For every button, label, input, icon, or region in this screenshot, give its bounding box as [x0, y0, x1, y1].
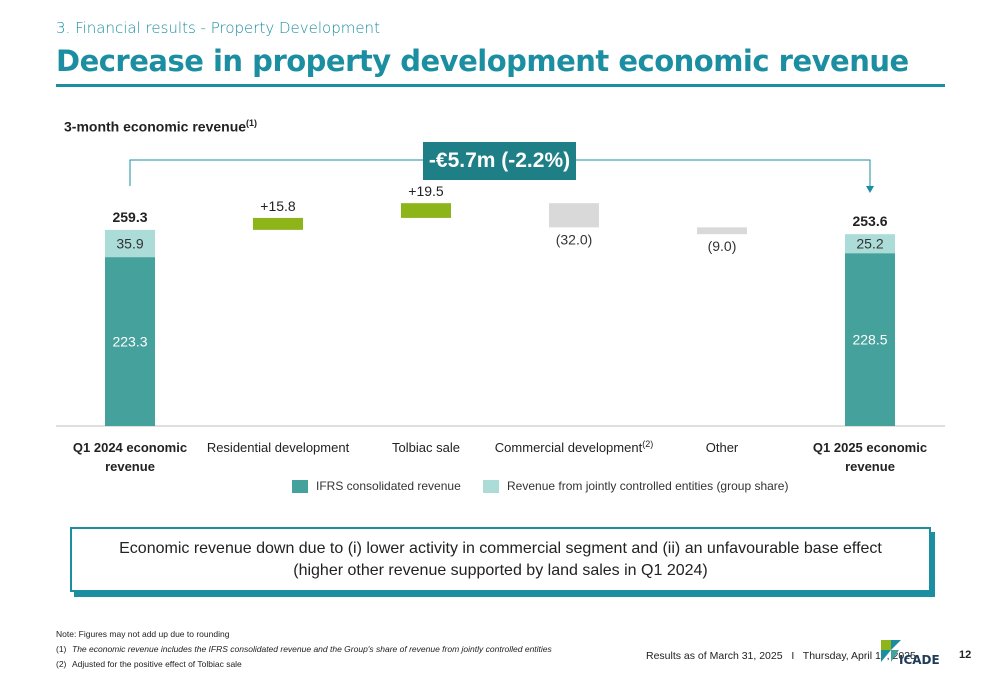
label-jv-1: 25.2: [856, 236, 883, 252]
label-total-0: 259.3: [112, 209, 147, 225]
callout-box: Economic revenue down due to (i) lower a…: [70, 527, 931, 592]
x-label-5: Q1 2025 economic: [813, 440, 927, 455]
legend-label-jv: Revenue from jointly controlled entities…: [507, 479, 789, 493]
label-jv-0: 35.9: [116, 235, 143, 251]
breadcrumb: 3. Financial results - Property Developm…: [56, 19, 380, 37]
footnote-note: Note: Figures may not add up due to roun…: [56, 629, 230, 639]
x-label-1: Residential development: [207, 440, 350, 455]
icade-logo: ICADE: [881, 640, 940, 667]
bar-jv-0: [105, 229, 155, 258]
bar-change-2: [549, 203, 599, 228]
footnote-2: (2) Adjusted for the positive effect of T…: [56, 659, 242, 669]
label-change-3: (9.0): [708, 238, 737, 254]
waterfall-chart: 223.3 35.9 259.3 228.5 25.2 253.6 +15.8 +19.5 (3…: [56, 159, 945, 474]
bar-change-3: [697, 227, 747, 235]
label-change-0: +15.8: [260, 198, 296, 214]
page-number: 12: [959, 649, 972, 661]
chart-legend: IFRS consolidated revenue Revenue from j…: [0, 479, 1000, 497]
x-label-4: Other: [706, 440, 739, 455]
bar-change-0: [253, 217, 303, 230]
delta-badge: -€5.7m (-2.2%): [423, 142, 576, 180]
bar-ifrs-1: [845, 253, 895, 426]
footnotes: Note: Figures may not add up due to roun…: [56, 627, 552, 672]
footnote-1: (1) The economic revenue includes the IFR…: [56, 644, 552, 654]
legend-item-jv: Revenue from jointly controlled entities…: [483, 479, 788, 493]
legend-swatch-ifrs: [292, 479, 308, 493]
label-total-1: 253.6: [852, 213, 887, 229]
x-label-5-line2: revenue: [845, 459, 895, 474]
bar-ifrs-0: [105, 257, 155, 426]
legend-label-ifrs: IFRS consolidated revenue: [316, 479, 461, 493]
callout-line-2: (higher other revenue supported by land …: [293, 561, 708, 579]
chart-title: 3-month economic revenue(1): [64, 118, 258, 135]
label-ifrs-1: 228.5: [852, 332, 887, 348]
label-ifrs-0: 223.3: [112, 334, 147, 350]
bracket-arrow-icon: [866, 186, 874, 193]
x-label-0-line2: revenue: [105, 459, 155, 474]
label-change-2: (32.0): [556, 231, 593, 247]
bar-jv-1: [845, 234, 895, 254]
x-label-3: Commercial development(2): [495, 439, 653, 455]
title-divider: [56, 84, 945, 87]
footer-date: Results as of March 31, 2025 I Thursday,…: [646, 650, 916, 662]
x-label-0: Q1 2024 economic: [73, 440, 187, 455]
page-title: Decrease in property development economi…: [56, 44, 909, 78]
legend-swatch-jv: [483, 479, 499, 493]
legend-item-ifrs: IFRS consolidated revenue: [292, 479, 461, 493]
x-label-2: Tolbiac sale: [392, 440, 460, 455]
label-change-1: +19.5: [408, 183, 444, 199]
svg-text:ICADE: ICADE: [899, 653, 940, 667]
callout-line-1: Economic revenue down due to (i) lower a…: [119, 539, 882, 557]
bar-change-1: [401, 203, 451, 218]
